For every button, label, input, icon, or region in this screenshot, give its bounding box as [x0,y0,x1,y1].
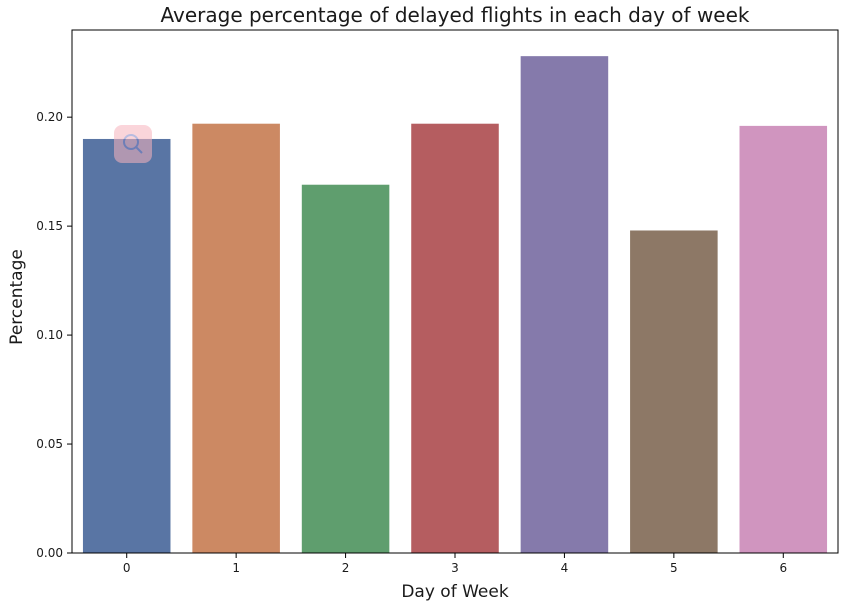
x-tick-label-1: 1 [232,561,240,575]
bar-day-5 [630,230,718,553]
x-tick-label-0: 0 [123,561,131,575]
bar-day-4 [520,56,609,554]
y-tick-label-0.00: 0.00 [36,546,63,560]
x-tick-label-5: 5 [670,561,678,575]
y-tick-label-0.10: 0.10 [36,328,63,342]
plot-frame [71,29,839,554]
x-tick-label-4: 4 [561,561,569,575]
x-tick-label-3: 3 [451,561,459,575]
search-icon [123,134,143,154]
y-axis-label: Percentage [7,249,27,345]
y-tick-label-0.05: 0.05 [36,437,63,451]
search-overlay[interactable] [114,125,152,163]
bar-day-0 [82,138,171,554]
x-axis-label: Day of Week [401,582,508,602]
bar-day-6 [739,125,828,553]
x-tick-label-2: 2 [342,561,350,575]
bar-day-3 [411,123,499,554]
bar-day-2 [301,184,390,554]
chart-title: Average percentage of delayed flights in… [161,3,750,27]
search-overlay-background [114,125,152,163]
x-tick-label-6: 6 [779,561,787,575]
y-tick-label-0.20: 0.20 [36,110,63,124]
bar-day-1 [192,123,280,554]
ticks-group: 0 1 2 3 4 5 6 0.00 0.05 0.10 0.15 0.20 [36,110,787,575]
y-tick-label-0.15: 0.15 [36,219,63,233]
bars-group [82,56,828,554]
